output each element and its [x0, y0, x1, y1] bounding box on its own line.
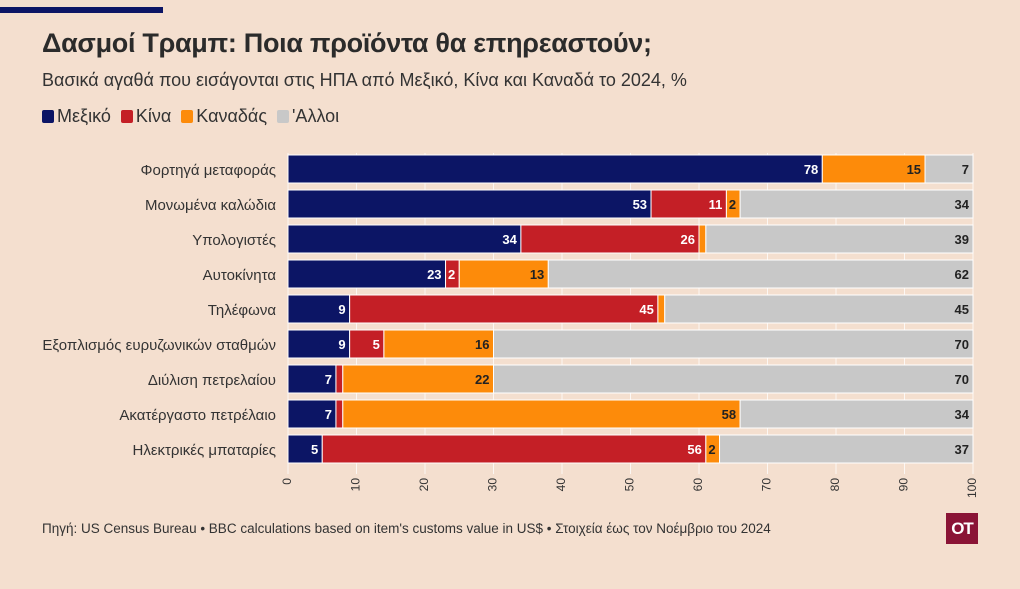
bar-segment [657, 294, 666, 324]
legend-item-other: 'Αλλοι [277, 106, 339, 127]
data-label: 70 [955, 372, 969, 387]
x-tick-label: 20 [417, 478, 431, 492]
bar-segment [287, 364, 337, 394]
chart-subtitle: Βασικά αγαθά που εισάγονται στις ΗΠΑ από… [42, 70, 687, 90]
data-label: 34 [955, 197, 970, 212]
accent-bar [0, 7, 163, 13]
data-label: 16 [475, 337, 489, 352]
bar-segment [287, 189, 652, 219]
bar-segment [287, 154, 823, 184]
bar-segment [650, 189, 727, 219]
data-label: 13 [530, 267, 544, 282]
category-label: Ηλεκτρικές μπαταρίες [132, 442, 276, 459]
bar-segment [698, 224, 707, 254]
category-label: Υπολογιστές [192, 232, 276, 249]
bar-segment [342, 399, 741, 429]
bar-segment [349, 294, 659, 324]
bar-segment [705, 224, 974, 254]
data-label: 7 [325, 372, 332, 387]
x-tick-label: 40 [554, 478, 568, 492]
data-label: 53 [633, 197, 647, 212]
bar-segment [493, 329, 974, 359]
legend-item-china: Κίνα [120, 106, 172, 127]
data-label: 5 [373, 337, 380, 352]
data-label: 7 [962, 162, 969, 177]
legend-label-mexico: Μεξικό [57, 106, 111, 126]
legend-swatch-other [277, 110, 289, 123]
data-label: 7 [325, 407, 332, 422]
legend-swatch-china [120, 110, 133, 123]
data-label: 45 [955, 302, 969, 317]
source-footer: Πηγή: US Census Bureau • BBC calculation… [42, 521, 771, 536]
data-label: 9 [338, 302, 345, 317]
bar-segment [287, 224, 522, 254]
data-label: 37 [955, 442, 969, 457]
data-label: 2 [729, 197, 736, 212]
x-tick-label: 50 [623, 478, 637, 492]
legend: Μεξικό Κίνα Καναδάς 'Αλλοι [42, 106, 349, 127]
x-tick-label: 70 [760, 478, 774, 492]
data-label: 2 [448, 267, 455, 282]
category-label: Διύλιση πετρελαίου [148, 372, 276, 389]
data-label: 34 [502, 232, 517, 247]
category-label: Τηλέφωνα [208, 302, 277, 319]
bar-segment [493, 364, 974, 394]
bar-segment [664, 294, 974, 324]
bar-segment [287, 434, 323, 464]
bar-segment [383, 329, 494, 359]
legend-label-china: Κίνα [135, 106, 172, 126]
data-label: 15 [907, 162, 921, 177]
data-label: 58 [722, 407, 736, 422]
category-label: Φορτηγά μεταφοράς [141, 162, 276, 179]
legend-item-mexico: Μεξικό [42, 106, 111, 127]
bar-segment [924, 154, 974, 184]
category-label: Μονωμένα καλώδια [145, 197, 276, 214]
legend-swatch-canada [181, 110, 194, 123]
data-label: 70 [955, 337, 969, 352]
bar-segment [821, 154, 926, 184]
x-tick-label: 30 [486, 478, 500, 492]
bar-segment [520, 224, 700, 254]
x-tick-label: 100 [965, 478, 979, 498]
bar-segment [287, 329, 351, 359]
data-label: 9 [338, 337, 345, 352]
data-label: 26 [681, 232, 695, 247]
bar-segment [321, 434, 707, 464]
bar-segment [547, 259, 974, 289]
bar-segment [335, 364, 344, 394]
bar-segment [335, 399, 344, 429]
x-tick-label: 90 [897, 478, 911, 492]
data-label: 62 [955, 267, 969, 282]
bar-segment [739, 399, 974, 429]
data-label: 45 [639, 302, 653, 317]
legend-item-canada: Καναδάς [181, 106, 267, 127]
chart-title: Δασμοί Τραμπ: Ποια προϊόντα θα επηρεαστο… [42, 28, 652, 58]
bar-segment [739, 189, 974, 219]
data-label: 23 [427, 267, 441, 282]
legend-label-other: 'Αλλοι [292, 106, 340, 126]
legend-swatch-mexico [42, 110, 54, 123]
bar-segment [342, 364, 494, 394]
data-label: 2 [708, 442, 715, 457]
x-tick-label: 60 [691, 478, 705, 492]
category-label: Εξοπλισμός ευρυζωνικών σταθμών [42, 337, 276, 354]
bar-segment [287, 259, 447, 289]
data-label: 22 [475, 372, 489, 387]
x-tick-label: 10 [349, 478, 363, 492]
bar-segment [719, 434, 974, 464]
data-label: 39 [955, 232, 969, 247]
bar-segment [458, 259, 549, 289]
x-tick-label: 0 [280, 478, 294, 485]
data-label: 78 [804, 162, 818, 177]
category-label: Ακατέργαστο πετρέλαιο [119, 407, 276, 424]
publisher-logo: OT [946, 513, 978, 544]
data-label: 34 [955, 407, 970, 422]
x-tick-label: 80 [828, 478, 842, 492]
legend-label-canada: Καναδάς [196, 106, 267, 126]
data-label: 11 [709, 197, 723, 212]
data-label: 5 [311, 442, 318, 457]
data-label: 56 [687, 442, 701, 457]
category-label: Αυτοκίνητα [203, 267, 277, 284]
